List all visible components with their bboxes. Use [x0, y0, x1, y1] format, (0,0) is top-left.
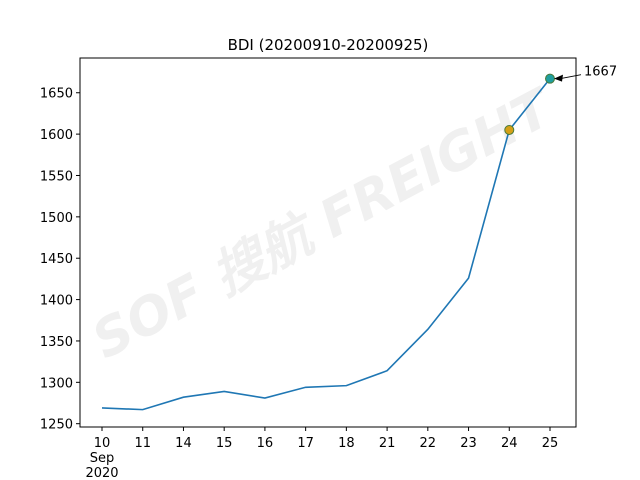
- x-tick-label: 24: [501, 436, 518, 451]
- y-tick-label: 1500: [40, 211, 73, 226]
- y-tick-label: 1300: [40, 376, 73, 391]
- plot-frame: [79, 57, 577, 428]
- y-tick-label: 1350: [40, 335, 73, 350]
- x-tick-label: 17: [297, 436, 314, 451]
- watermark: SOF 搜航 FREIGHT: [83, 77, 564, 371]
- y-tick-label: 1650: [40, 87, 73, 102]
- y-tick-label: 1250: [40, 418, 73, 433]
- y-tick-label: 1400: [40, 294, 73, 309]
- data-line: [101, 78, 551, 411]
- x-tick-label: 15: [216, 436, 233, 451]
- x-tick-label: 25: [542, 436, 559, 451]
- highlight-marker: [545, 73, 555, 84]
- annotation-arrow: [559, 74, 582, 80]
- x-tick-label: 11: [134, 436, 151, 451]
- highlight-marker: [504, 124, 515, 135]
- x-tick-label: 21: [379, 436, 396, 451]
- y-tick-label: 1550: [40, 169, 73, 184]
- x-year-label: 2020: [85, 466, 118, 480]
- x-tick-label: 10: [94, 436, 111, 451]
- y-tick-label: 1450: [40, 252, 73, 267]
- x-tick-label: 18: [338, 436, 355, 451]
- x-month-label: Sep: [90, 451, 115, 466]
- y-tick-label: 1600: [40, 128, 73, 143]
- x-tick-label: 23: [460, 436, 477, 451]
- annotation-label: 1667: [584, 65, 617, 80]
- x-tick-label: 14: [175, 436, 192, 451]
- x-tick-label: 22: [420, 436, 437, 451]
- chart-title: BDI (20200910-20200925): [228, 36, 429, 54]
- annotation-arrowhead: [554, 74, 563, 82]
- x-tick-label: 16: [257, 436, 274, 451]
